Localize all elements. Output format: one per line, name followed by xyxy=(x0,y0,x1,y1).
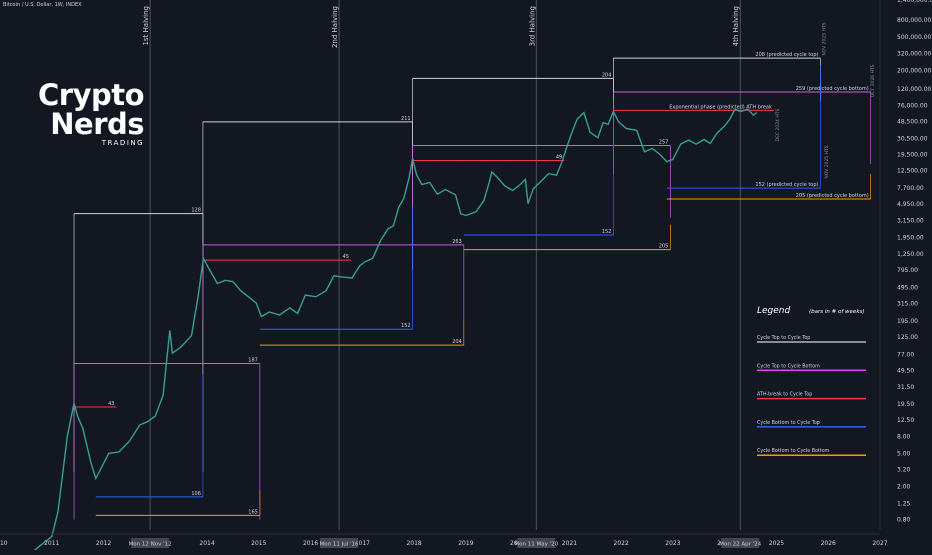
x-tick-label: 2011 xyxy=(44,540,59,547)
x-tick-label: 2025 xyxy=(769,540,784,547)
halving-date-label: Mon 11 May '20 xyxy=(514,542,558,548)
y-tick-label: 200,000.00 xyxy=(897,67,932,74)
y-tick-label: 77.00 xyxy=(897,352,914,359)
halving-label: 4th Halving xyxy=(732,6,740,46)
legend-item-label: Cycle Bottom to Cycle Bottom xyxy=(757,448,830,454)
legend-item-label: ATH-break to Cycle Top xyxy=(757,392,812,398)
y-tick-label: 7,700.00 xyxy=(897,185,924,192)
cycle-length-label: 259 (predicted cycle bottom) xyxy=(796,86,869,92)
y-tick-label: 48,500.00 xyxy=(897,119,928,126)
y-tick-label: 2.00 xyxy=(897,483,911,490)
y-tick-label: 12,500.00 xyxy=(897,168,928,175)
brand-line1: Crypto xyxy=(38,78,145,112)
y-tick-label: 4,950.00 xyxy=(897,201,924,208)
x-tick-label: 2012 xyxy=(96,540,111,547)
cycle-length-label: 106 xyxy=(191,491,201,497)
x-tick-label: 2022 xyxy=(614,540,629,547)
y-tick-label: 30,500.00 xyxy=(897,135,928,142)
legend-item-label: Cycle Top to Cycle Top xyxy=(757,335,810,341)
y-tick-label: 500,000.00 xyxy=(897,34,932,41)
brand-line3: TRADING xyxy=(101,139,145,147)
halving-label: 2nd Halving xyxy=(331,6,339,48)
projection-label: DEC 2024 HTS xyxy=(775,109,781,142)
cycle-length-label: Exponential phase (predicted) ATH break xyxy=(669,104,772,110)
x-tick-label: 2010 xyxy=(0,540,8,547)
cycle-length-label: 152 xyxy=(602,229,612,235)
y-tick-label: 795.00 xyxy=(897,267,918,274)
y-tick-label: 5.00 xyxy=(897,450,911,457)
y-tick-label: 76,000.00 xyxy=(897,102,928,109)
cycle-length-label: 208 (predicted cycle top) xyxy=(755,52,818,58)
x-tick-label: 2026 xyxy=(821,540,836,547)
x-tick-label: 2014 xyxy=(199,540,214,547)
cycle-length-label: 211 xyxy=(401,116,411,122)
x-tick-label: 2015 xyxy=(251,540,266,547)
y-tick-label: 495.00 xyxy=(897,284,918,291)
cycle-length-label: 187 xyxy=(248,358,258,364)
cycle-length-label: 204 xyxy=(452,339,462,345)
halving-date-label: Mon 22 Apr '24 xyxy=(719,542,761,548)
x-tick-label: 2016 xyxy=(303,540,318,547)
y-tick-label: 1,950.00 xyxy=(897,235,924,242)
y-tick-label: 1,400,000.00 xyxy=(897,0,932,4)
y-tick-label: 125.00 xyxy=(897,334,918,341)
y-tick-label: 320,000.00 xyxy=(897,50,932,57)
halving-label: 3rd Halving xyxy=(528,6,536,46)
y-tick-label: 3.20 xyxy=(897,466,911,473)
projection-label: NOV 2025 HTS xyxy=(822,22,828,55)
halving-date-label: Mon 11 Jul '16 xyxy=(320,542,359,548)
y-tick-label: 49.50 xyxy=(897,367,914,374)
y-tick-label: 3,150.00 xyxy=(897,217,924,224)
legend-subtitle: (bars in # of weeks) xyxy=(809,309,865,315)
projection-label: OCT 2026 HTS xyxy=(870,64,876,97)
cycle-length-label: 205 xyxy=(659,244,669,250)
cycle-length-label: 204 xyxy=(602,72,612,78)
x-tick-label: 2019 xyxy=(458,540,473,547)
cycle-length-label: 43 xyxy=(108,401,114,407)
y-tick-label: 31.50 xyxy=(897,384,914,391)
projection-label: NOV 2025 HTS xyxy=(824,145,830,178)
halving-label: 1st Halving xyxy=(142,6,150,46)
legend-title: Legend xyxy=(757,306,791,316)
x-tick-label: 2023 xyxy=(665,540,680,547)
cycle-length-label: 152 (predicted cycle top) xyxy=(755,182,818,188)
cycle-length-label: 257 xyxy=(659,139,669,145)
halving-date-badge xyxy=(131,538,170,548)
halving-date-label: Mon 12 Nov '12 xyxy=(129,542,172,548)
x-tick-label: 2017 xyxy=(355,540,370,547)
cycle-length-label: 152 xyxy=(401,323,411,329)
y-tick-label: 0.80 xyxy=(897,517,911,524)
cycle-length-label: 49 xyxy=(556,155,562,161)
brand-logo: Crypto Nerds TRADING xyxy=(38,78,145,148)
halving-date-badge xyxy=(721,538,760,548)
y-tick-label: 12.50 xyxy=(897,417,914,424)
btc-price-candles-red xyxy=(28,108,757,555)
brand-line2: Nerds xyxy=(50,107,145,141)
legend-item-label: Cycle Bottom to Cycle Top xyxy=(757,420,820,426)
x-tick-label: 2018 xyxy=(406,540,421,547)
halving-date-badge xyxy=(517,538,556,548)
y-tick-label: 120,000.00 xyxy=(897,86,932,93)
y-tick-label: 315.00 xyxy=(897,301,918,308)
cycle-length-label: 263 xyxy=(452,239,462,245)
symbol-label: Bitcoin / U.S. Dollar, 1W, INDEX xyxy=(3,2,82,8)
y-tick-label: 800,000.00 xyxy=(897,17,932,24)
y-tick-label: 19,500.00 xyxy=(897,151,928,158)
y-tick-label: 19.50 xyxy=(897,401,914,408)
cycle-length-label: 128 xyxy=(191,208,201,214)
cycle-length-label: 45 xyxy=(343,254,349,260)
cycle-length-label: 205 (predicted cycle bottom) xyxy=(796,193,869,199)
y-tick-label: 1.25 xyxy=(897,500,911,507)
legend-item-label: Cycle Top to Cycle Bottom xyxy=(757,363,820,369)
y-tick-label: 1,250.00 xyxy=(897,251,924,258)
y-tick-label: 8.00 xyxy=(897,433,911,440)
x-tick-label: 2027 xyxy=(872,540,887,547)
halving-date-badge xyxy=(320,538,359,548)
cycle-length-label: 165 xyxy=(248,509,258,515)
x-tick-label: 2021 xyxy=(562,540,577,547)
y-tick-label: 195.00 xyxy=(897,318,918,325)
